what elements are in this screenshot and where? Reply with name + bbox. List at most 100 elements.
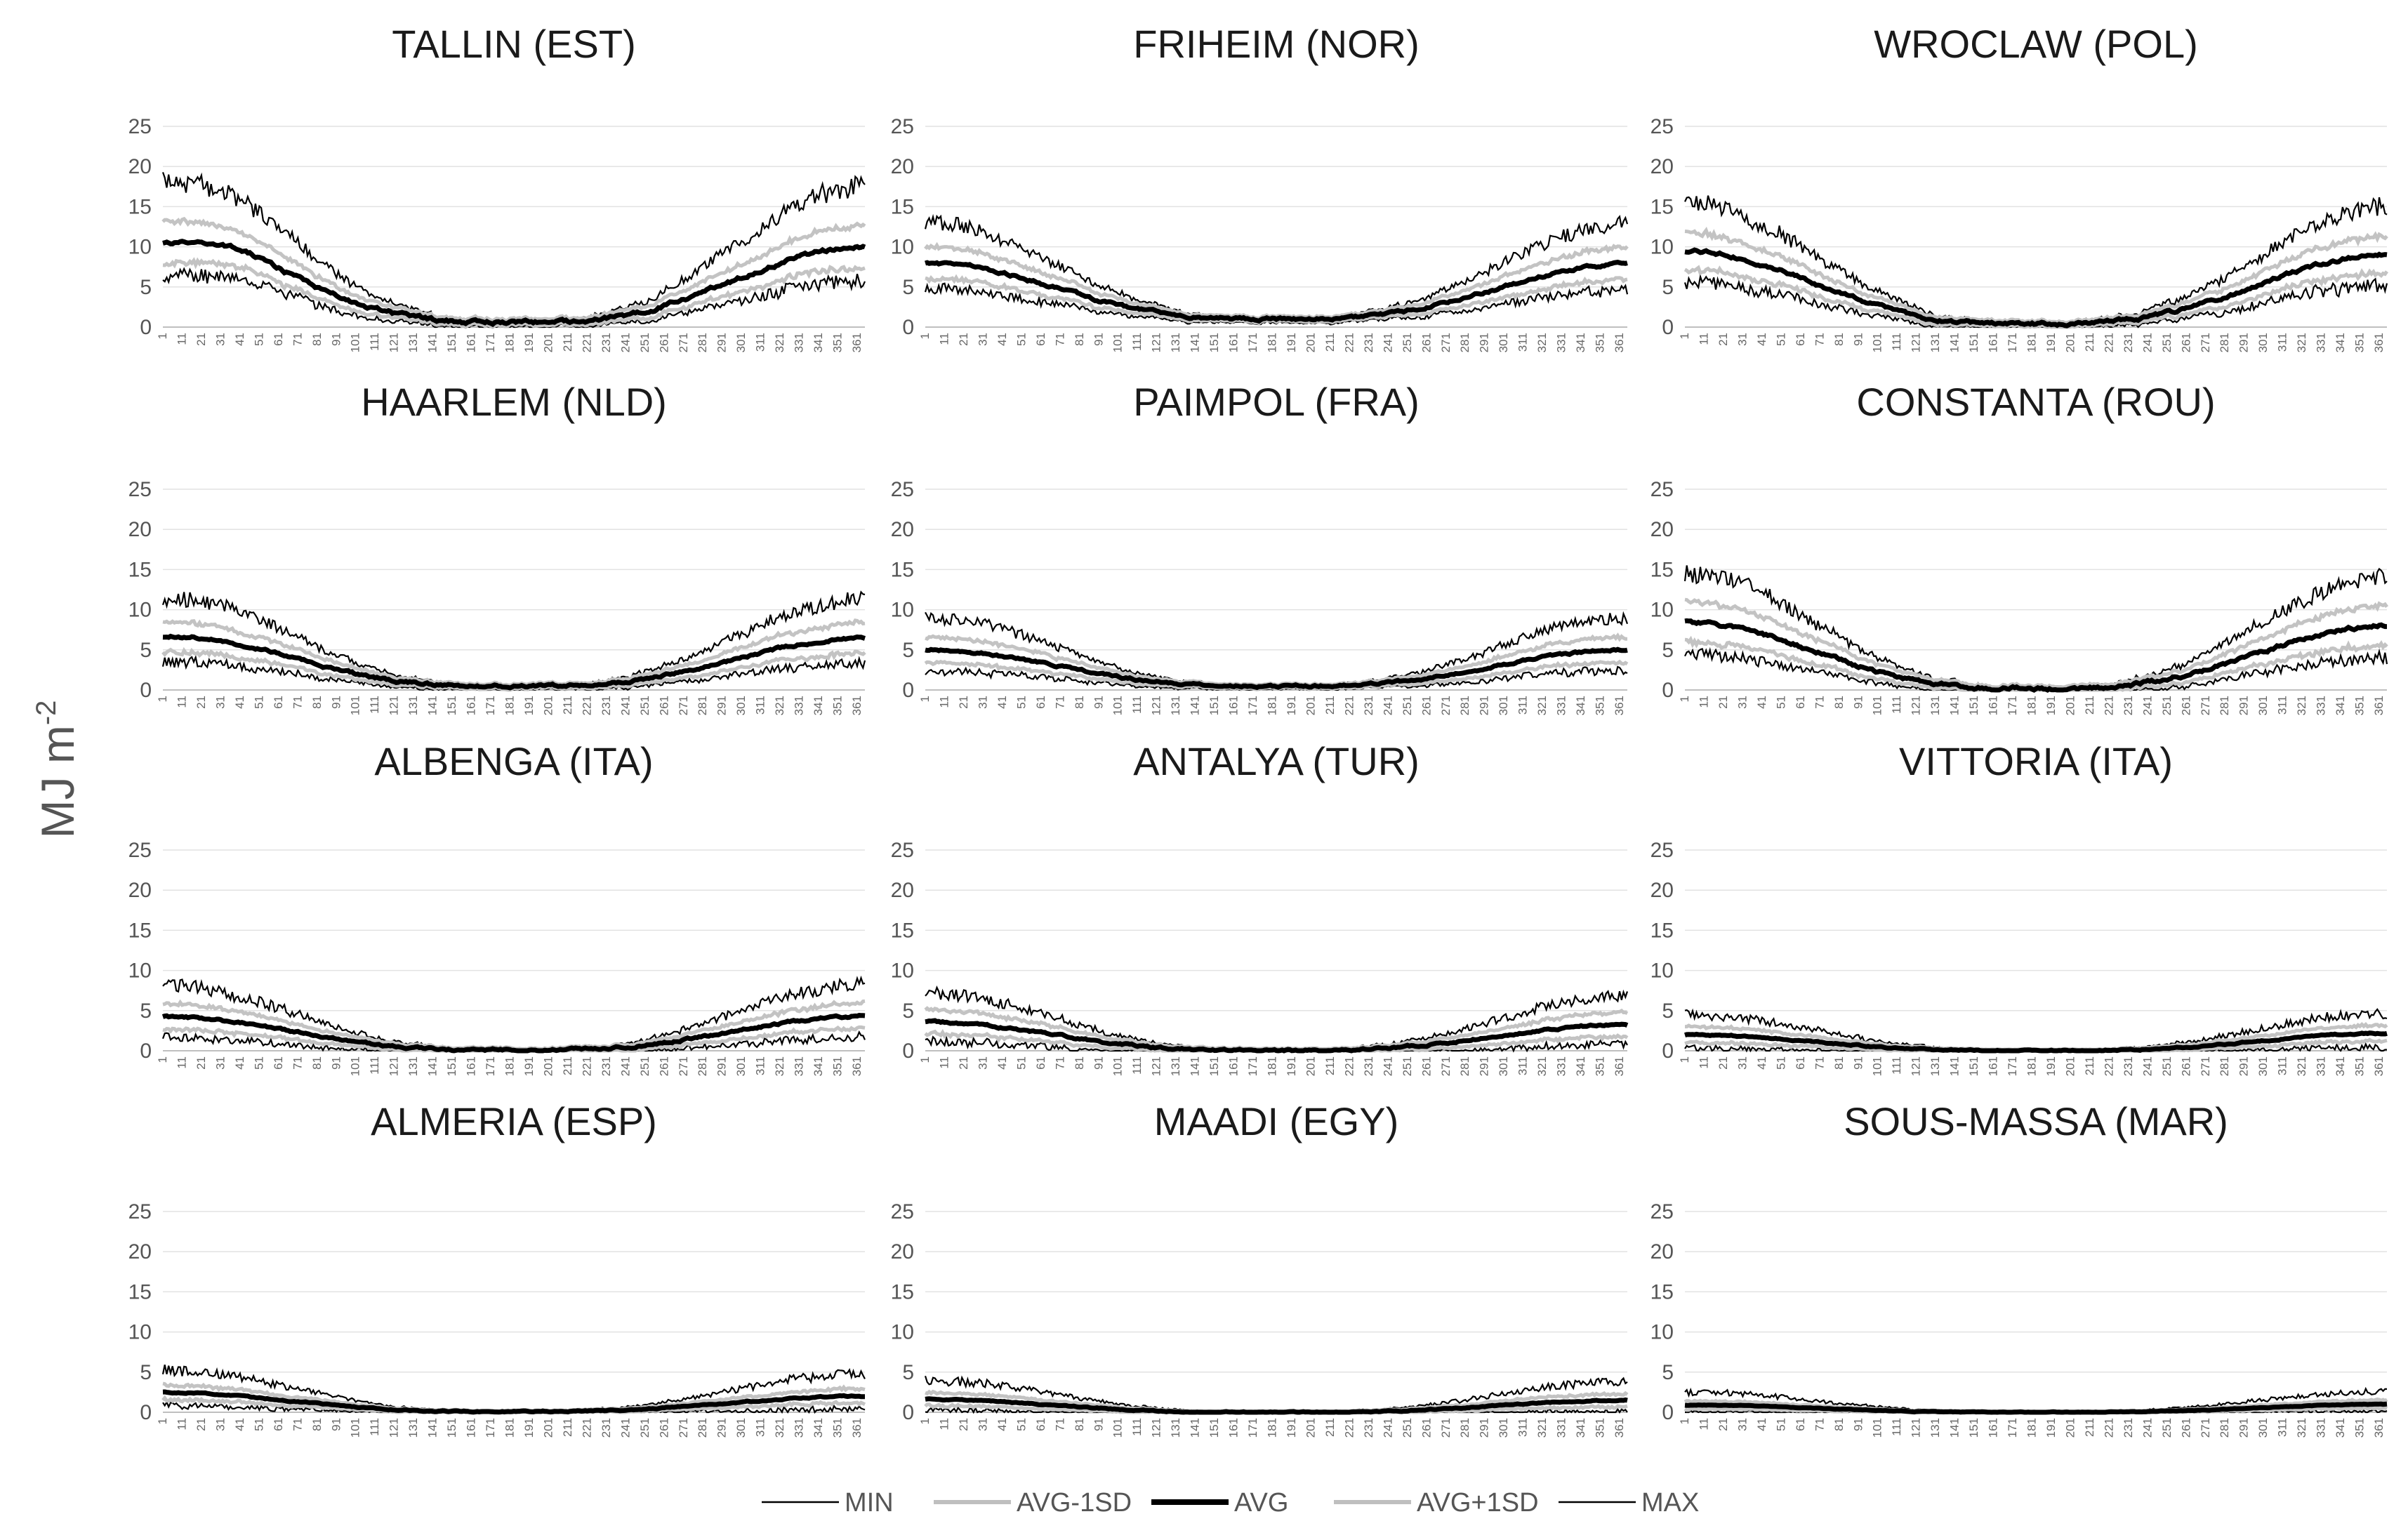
x-tick-label: 271 — [2199, 1418, 2212, 1438]
y-tick-label: 25 — [128, 1200, 152, 1223]
x-tick-label: 181 — [503, 1056, 517, 1076]
x-tick-label: 121 — [1910, 1056, 1923, 1076]
x-tick-label: 31 — [1735, 1056, 1749, 1070]
series-min — [1684, 646, 2388, 691]
y-tick-label: 5 — [1662, 1361, 1674, 1384]
x-tick-label: 111 — [1130, 333, 1144, 351]
y-tick-label: 15 — [891, 1280, 914, 1303]
x-tick-label: 291 — [1478, 333, 1491, 352]
x-tick-label: 101 — [349, 696, 362, 715]
x-tick-label: 11 — [1697, 696, 1710, 708]
y-tick-label: 20 — [1650, 879, 1674, 902]
x-tick-label: 111 — [368, 1418, 381, 1436]
series-avg-plus-1sd — [161, 216, 866, 323]
x-tick-label: 201 — [1304, 333, 1317, 352]
x-tick-label: 121 — [1910, 333, 1923, 352]
x-tick-label: 121 — [1150, 333, 1163, 352]
x-tick-label: 311 — [754, 1056, 767, 1075]
series-avg — [162, 633, 866, 691]
y-tick-label: 20 — [128, 1240, 152, 1263]
x-tick-label: 291 — [1478, 1418, 1491, 1438]
x-tick-label: 201 — [541, 1418, 555, 1438]
x-tick-label: 21 — [957, 333, 970, 346]
y-tick-label: 25 — [891, 1200, 914, 1223]
y-tick-label: 0 — [1662, 679, 1674, 702]
x-tick-label: 301 — [734, 333, 748, 352]
x-tick-label: 361 — [2372, 1056, 2386, 1076]
x-tick-label: 201 — [541, 1056, 555, 1076]
series-avg-minus-1sd — [1683, 265, 2389, 329]
panel-title: HAARLEM (NLD) — [361, 380, 667, 424]
x-tick-label: 271 — [2199, 1056, 2212, 1076]
x-tick-label: 271 — [677, 1056, 690, 1076]
x-tick-label: 161 — [465, 696, 478, 715]
x-tick-label: 91 — [1851, 1418, 1865, 1431]
x-tick-label: 111 — [1130, 1056, 1144, 1075]
series-avg-minus-1sd — [162, 257, 866, 329]
x-tick-label: 141 — [426, 1418, 439, 1438]
x-tick-label: 241 — [2141, 1418, 2154, 1438]
panel-title: WROCLAW (POL) — [1874, 22, 2197, 66]
x-tick-label: 231 — [1362, 1418, 1375, 1438]
x-tick-label: 141 — [1948, 1056, 1962, 1076]
x-tick-label: 361 — [850, 1056, 864, 1076]
y-tick-label: 5 — [1662, 639, 1674, 662]
x-tick-label: 71 — [1813, 333, 1826, 346]
y-tick-label: 0 — [902, 316, 914, 339]
series-avg-plus-1sd — [1684, 597, 2389, 689]
x-tick-label: 61 — [1034, 1056, 1047, 1070]
x-tick-label: 131 — [1169, 1418, 1182, 1438]
x-tick-label: 21 — [1716, 1418, 1730, 1431]
x-tick-label: 51 — [1014, 1418, 1028, 1431]
y-tick-label: 5 — [1662, 276, 1674, 299]
x-tick-label: 231 — [1362, 1056, 1375, 1076]
x-tick-label: 11 — [175, 1418, 188, 1431]
y-tick-label: 25 — [891, 478, 914, 501]
y-tick-label: 20 — [1650, 155, 1674, 178]
x-tick-label: 361 — [1613, 1418, 1626, 1438]
x-tick-label: 71 — [291, 1418, 304, 1431]
x-tick-label: 211 — [1323, 1056, 1337, 1075]
x-tick-label: 51 — [1014, 696, 1028, 709]
x-tick-label: 31 — [976, 696, 989, 709]
x-tick-label: 21 — [194, 1056, 208, 1070]
x-tick-label: 221 — [1342, 1418, 1356, 1438]
x-tick-label: 281 — [1458, 333, 1471, 352]
x-tick-label: 81 — [1832, 696, 1846, 709]
x-tick-label: 161 — [1987, 1418, 2000, 1438]
x-tick-label: 151 — [1967, 696, 1980, 715]
x-tick-label: 311 — [1516, 1418, 1530, 1437]
x-tick-label: 351 — [831, 333, 845, 352]
x-tick-label: 201 — [2063, 333, 2077, 352]
x-tick-label: 341 — [812, 1056, 825, 1076]
legend-entry-min: MIN — [762, 1488, 894, 1518]
y-tick-label: 5 — [140, 276, 152, 299]
series-avg — [925, 1396, 1628, 1415]
x-tick-label: 261 — [1420, 696, 1433, 715]
x-tick-label: 131 — [406, 1056, 420, 1076]
x-tick-label: 231 — [600, 1056, 613, 1076]
x-tick-label: 91 — [329, 696, 343, 709]
y-tick-label: 0 — [1662, 1040, 1674, 1063]
y-tick-label: 15 — [1650, 195, 1674, 218]
x-tick-label: 131 — [1169, 333, 1182, 352]
y-tick-label: 25 — [1650, 1200, 1674, 1223]
x-tick-label: 261 — [1420, 333, 1433, 352]
x-tick-label: 61 — [272, 696, 285, 709]
x-tick-label: 31 — [976, 333, 989, 346]
x-tick-label: 141 — [1189, 333, 1202, 352]
x-tick-label: 11 — [175, 696, 188, 708]
x-tick-label: 341 — [1574, 333, 1587, 352]
x-tick-label: 301 — [734, 696, 748, 715]
x-tick-label: 81 — [1832, 1056, 1846, 1070]
x-tick-label: 241 — [1381, 333, 1394, 352]
x-tick-label: 1 — [918, 1056, 932, 1063]
x-tick-label: 101 — [1871, 696, 1884, 715]
y-tick-label: 0 — [140, 679, 152, 702]
y-tick-label: 25 — [128, 115, 152, 138]
panel-title: ALMERIA (ESP) — [371, 1099, 657, 1143]
x-tick-label: 11 — [937, 1056, 951, 1069]
y-tick-label: 0 — [902, 1040, 914, 1063]
